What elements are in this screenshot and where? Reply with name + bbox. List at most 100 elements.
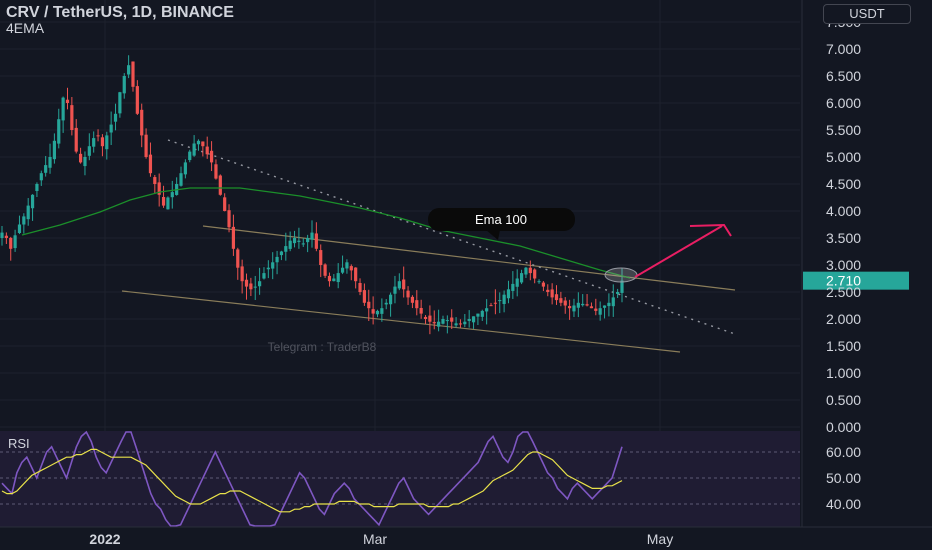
y-tick-label: 6.500	[826, 68, 861, 84]
candle-body	[437, 322, 440, 327]
y-tick-label: 6.000	[826, 95, 861, 111]
x-tick-label: 2022	[89, 531, 120, 547]
candle-body	[603, 306, 606, 308]
candle-body	[599, 308, 602, 315]
candle-body	[184, 162, 187, 174]
candle-body	[44, 165, 47, 173]
candle-body	[236, 249, 239, 267]
candle-body	[472, 316, 475, 322]
candle-body	[398, 281, 401, 288]
candle-body	[13, 235, 16, 248]
candle-body	[354, 268, 357, 282]
candle-body	[533, 270, 536, 279]
candle-body	[179, 173, 182, 186]
indicator-label: 4EMA	[6, 20, 44, 36]
candle-body	[577, 303, 580, 308]
y-tick-label: 3.000	[826, 257, 861, 273]
candle-body	[350, 266, 353, 270]
rsi-tick-label: 60.00	[826, 444, 861, 460]
candle-body	[223, 197, 226, 211]
candle-body	[454, 323, 457, 325]
candle-body	[271, 262, 274, 268]
candle-body	[511, 284, 514, 291]
candle-body	[197, 141, 200, 144]
rsi-tick-label: 50.00	[826, 470, 861, 486]
candle-body	[616, 292, 619, 294]
y-tick-label: 2.500	[826, 284, 861, 300]
candle-body	[406, 291, 409, 298]
candle-body	[79, 154, 82, 163]
candle-body	[367, 302, 370, 308]
candle-body	[529, 268, 532, 273]
candle-body	[428, 316, 431, 322]
candle-body	[463, 322, 466, 325]
candle-body	[516, 279, 519, 287]
candle-body	[210, 151, 213, 163]
x-tick-label: Mar	[363, 531, 387, 547]
candle-body	[520, 273, 523, 282]
candle-body	[594, 309, 597, 311]
candle-body	[468, 319, 471, 321]
candle-body	[27, 206, 30, 220]
candle-body	[249, 283, 252, 289]
candle-body	[302, 243, 305, 244]
y-tick-label: 0.500	[826, 392, 861, 408]
candle-body	[393, 287, 396, 294]
candle-body	[22, 216, 25, 224]
candle-body	[66, 100, 69, 103]
candle-body	[35, 184, 38, 191]
candle-body	[332, 279, 335, 282]
candle-body	[214, 164, 217, 178]
candle-body	[83, 157, 86, 166]
candle-body	[70, 105, 73, 130]
x-tick-label: May	[647, 531, 673, 547]
candle-body	[581, 304, 584, 305]
candle-body	[53, 141, 56, 159]
rsi-tick-label: 40.00	[826, 496, 861, 512]
candle-body	[171, 192, 174, 197]
candle-body	[127, 65, 130, 74]
rsi-label: RSI	[8, 436, 30, 451]
candle-body	[568, 306, 571, 308]
candle-body	[507, 289, 510, 298]
candle-body	[306, 238, 309, 242]
candle-body	[402, 280, 405, 290]
candle-body	[433, 322, 436, 323]
candle-body	[206, 147, 209, 155]
candle-body	[9, 238, 12, 249]
candle-body	[297, 241, 300, 242]
candle-body	[542, 283, 545, 287]
watermark-text: Telegram : TraderB8	[268, 340, 377, 354]
candle-body	[415, 300, 418, 308]
y-tick-label: 3.500	[826, 230, 861, 246]
currency-button[interactable]: USDT	[823, 4, 911, 24]
candle-body	[372, 309, 375, 313]
y-tick-label: 4.500	[826, 176, 861, 192]
candle-body	[607, 303, 610, 306]
candle-body	[376, 311, 379, 314]
candle-body	[110, 125, 113, 133]
candle-body	[363, 290, 366, 303]
candle-body	[193, 144, 196, 156]
rsi-panel	[0, 431, 800, 527]
candle-body	[144, 135, 147, 157]
candle-body	[389, 295, 392, 305]
candle-body	[262, 273, 265, 278]
candle-body	[96, 135, 99, 136]
candle-body	[450, 318, 453, 322]
candle-body	[503, 295, 506, 304]
candle-body	[258, 281, 261, 286]
candle-body	[149, 155, 152, 174]
candle-body	[75, 128, 78, 152]
y-tick-label: 0.000	[826, 419, 861, 435]
candle-body	[48, 157, 51, 168]
candle-body	[254, 287, 257, 288]
candle-body	[459, 323, 462, 324]
candle-body	[481, 311, 484, 317]
candle-body	[267, 268, 270, 270]
candle-body	[280, 252, 283, 256]
candle-body	[92, 138, 95, 147]
candle-body	[345, 262, 348, 268]
candle-body	[275, 257, 278, 262]
